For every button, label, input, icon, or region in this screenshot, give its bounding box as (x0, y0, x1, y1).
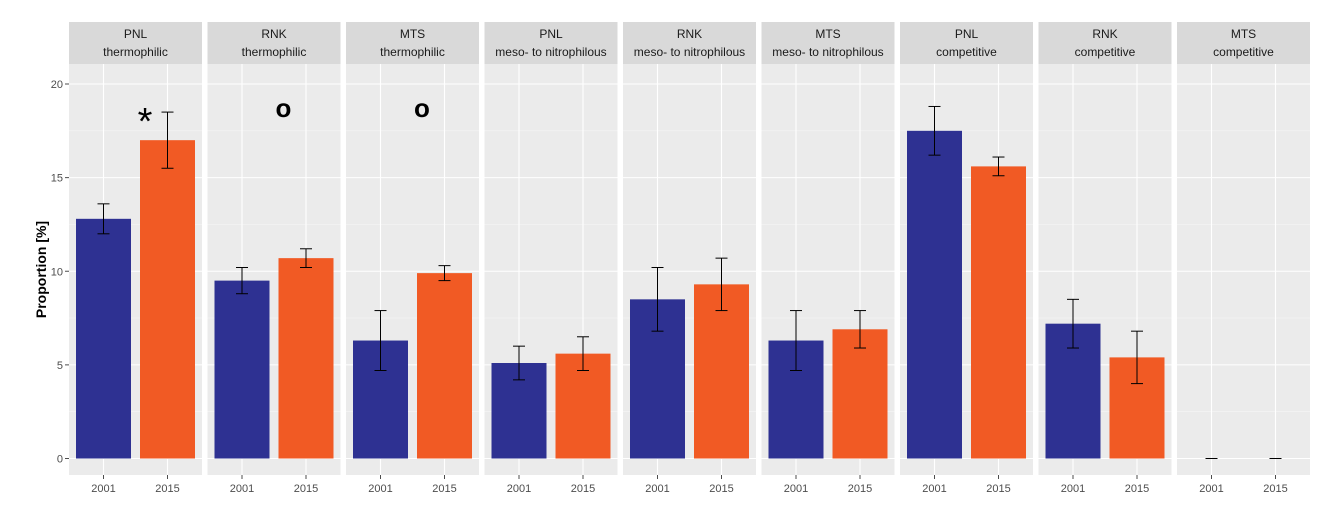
x-tick-label: 2001 (230, 483, 254, 495)
x-tick-label: 2015 (848, 483, 872, 495)
y-tick-label: 5 (57, 360, 63, 372)
facet-strip (69, 22, 202, 64)
bar-2001 (907, 130, 962, 459)
facet-strip-label-line2: thermophilic (242, 45, 307, 59)
facet-strip-label-line2: thermophilic (380, 45, 445, 59)
facet-strip-label-line1: MTS (1231, 27, 1256, 41)
bar-2015 (555, 353, 611, 459)
facet-strip-label-line2: meso- to nitrophilous (634, 45, 745, 59)
facet-strip-label-line1: RNK (1092, 27, 1117, 41)
bar-2015 (140, 140, 195, 459)
facet-strip-label-line2: meso- to nitrophilous (772, 45, 883, 59)
facet-panel (1177, 64, 1310, 475)
facet-strip (900, 22, 1033, 64)
x-tick-label: 2015 (709, 483, 733, 495)
x-tick-label: 2015 (1125, 483, 1149, 495)
facet-strip (1177, 22, 1310, 64)
facet-strip (484, 22, 618, 64)
x-tick-label: 2001 (507, 483, 531, 495)
facet-strip-label-line2: competitive (1213, 45, 1274, 59)
x-tick-label: 2001 (91, 483, 115, 495)
significance-annotation: o (276, 93, 292, 123)
x-tick-label: 2001 (1199, 483, 1223, 495)
bar-2015 (417, 273, 472, 459)
chart-marks (65, 83, 1282, 479)
y-tick-label: 0 (57, 454, 63, 466)
x-tick-label: 2001 (368, 483, 392, 495)
significance-annotation: o (414, 93, 430, 123)
y-tick-label: 15 (51, 173, 63, 185)
y-tick-label: 10 (51, 266, 63, 278)
facet-strip-label-line1: PNL (124, 27, 148, 41)
x-tick-label: 2015 (294, 483, 318, 495)
facet-strip-label-line2: competitive (1075, 45, 1136, 59)
bar-2015 (278, 258, 334, 459)
x-tick-label: 2001 (922, 483, 946, 495)
x-tick-label: 2015 (155, 483, 179, 495)
x-tick-label: 2015 (1263, 483, 1287, 495)
chart-text: Proportion [%] 0 5 10 15 20 PNL thermophilic 200… (33, 27, 1288, 495)
facet-strip (1038, 22, 1172, 64)
y-axis-title: Proportion [%] (33, 221, 49, 318)
x-tick-label: 2015 (432, 483, 456, 495)
significance-annotation: * (138, 101, 153, 143)
y-tick-label: 20 (51, 79, 63, 91)
facet-strip-label-line2: meso- to nitrophilous (495, 45, 606, 59)
x-tick-label: 2001 (784, 483, 808, 495)
facet-strip-label-line1: PNL (539, 27, 563, 41)
facet-strip-label-line2: thermophilic (103, 45, 168, 59)
bar-2001 (76, 218, 131, 459)
x-tick-label: 2015 (986, 483, 1010, 495)
facet-strip-label-line1: RNK (261, 27, 286, 41)
facet-strip (761, 22, 895, 64)
facet-strip-label-line1: RNK (677, 27, 702, 41)
bar-2015 (832, 329, 888, 459)
x-tick-label: 2015 (571, 483, 595, 495)
bar-2015 (971, 166, 1026, 459)
facet-strip (623, 22, 756, 64)
facet-strip (346, 22, 479, 64)
bar-2015 (694, 284, 749, 459)
facet-strip-label-line1: MTS (400, 27, 425, 41)
facet-strip-label-line1: PNL (955, 27, 979, 41)
facet-strip-label-line1: MTS (815, 27, 840, 41)
x-tick-label: 2001 (1061, 483, 1085, 495)
facet-strip-label-line2: competitive (936, 45, 997, 59)
bar-2001 (214, 280, 270, 459)
x-tick-label: 2001 (645, 483, 669, 495)
facet-strip (207, 22, 341, 64)
